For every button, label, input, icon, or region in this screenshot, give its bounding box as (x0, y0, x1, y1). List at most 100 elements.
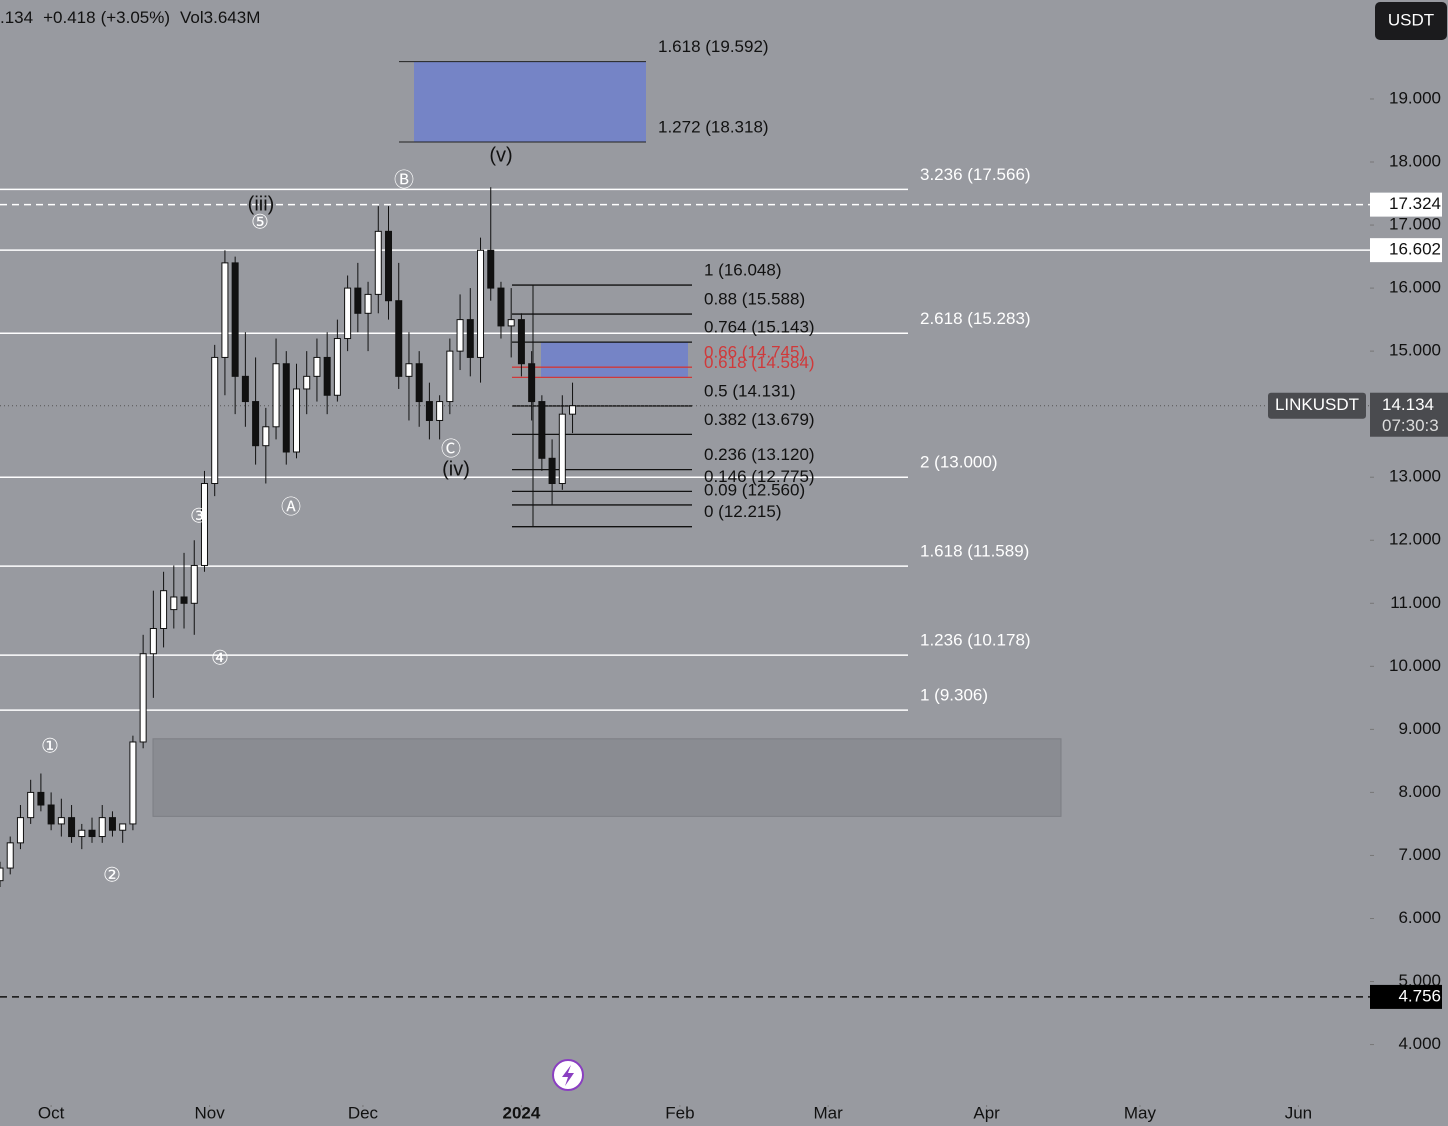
candle-body (569, 405, 577, 415)
candle-body (221, 262, 229, 358)
candle-body (231, 262, 239, 377)
fib-label: 0.5 (14.131) (704, 381, 796, 400)
candle-body (548, 457, 556, 485)
y-tick-label: 12.000 (1389, 530, 1441, 549)
y-tick-label: 10.000 (1389, 656, 1441, 675)
currency-label[interactable]: USDT (1388, 10, 1434, 29)
y-tick-label: 16.000 (1389, 278, 1441, 297)
fib-label: 0.146 (12.775) (704, 467, 815, 486)
candle-body (160, 590, 168, 630)
x-tick-label: Oct (38, 1103, 65, 1122)
extension-label: 2.618 (15.283) (920, 309, 1031, 328)
wave-label: Ⓐ (281, 495, 301, 518)
candle-body (354, 287, 362, 314)
fib-label: 0.09 (12.560) (704, 480, 805, 499)
price-tag-label: 4.756 (1398, 986, 1441, 1005)
fib-label: 0.236 (13.120) (704, 445, 815, 464)
y-tick-label: 9.000 (1398, 719, 1441, 738)
x-tick-label: Jun (1285, 1103, 1312, 1122)
candle-body (119, 823, 127, 831)
candle-body (507, 319, 515, 327)
candle-body (528, 363, 536, 403)
y-tick-label: 18.000 (1389, 151, 1441, 170)
symbol-tag (1268, 392, 1366, 419)
candle-body (252, 401, 260, 447)
x-tick-label: Mar (813, 1103, 843, 1122)
symbol-label: LINKUSDT (1275, 395, 1359, 414)
extension-label: 1 (9.306) (920, 686, 988, 705)
price-tag-label: 16.602 (1389, 240, 1441, 259)
candle-body (98, 817, 106, 838)
candle-body (170, 596, 178, 611)
wave-label: (iv) (442, 458, 470, 480)
candle-body (37, 791, 45, 806)
candle-body (487, 249, 495, 289)
candle-body (241, 375, 249, 403)
candle-body (446, 350, 454, 403)
change-pct: (+3.05%) (101, 8, 170, 27)
candle-body (211, 356, 219, 485)
candle-body (149, 628, 157, 655)
target-top-label: 1.618 (19.592) (658, 37, 769, 56)
header: .134 +0.418 (+3.05%) Vol3.643M (0, 8, 260, 27)
candle-body (272, 363, 280, 428)
wave-label: Ⓒ (441, 437, 461, 460)
y-tick-label: 17.000 (1389, 215, 1441, 234)
last-price-label: 14.134 (1382, 395, 1434, 414)
candle-body (344, 287, 352, 340)
fib-label: 0.382 (13.679) (704, 410, 815, 429)
candle-body (497, 287, 505, 327)
candle-body (456, 319, 464, 352)
fib-label: 0.618 (14.584) (704, 353, 815, 372)
currency-button[interactable] (1375, 2, 1447, 40)
candle-body (0, 867, 4, 882)
candle-body (374, 230, 382, 295)
y-tick-label: 19.000 (1389, 88, 1441, 107)
candle-body (139, 653, 147, 743)
candle-body (323, 356, 331, 396)
candle-body (477, 249, 485, 358)
candle-body (558, 413, 566, 485)
extension-label: 1.236 (10.178) (920, 631, 1031, 650)
candle-body (6, 842, 14, 869)
y-tick-label: 7.000 (1398, 845, 1441, 864)
target-bottom-label: 1.272 (18.318) (658, 117, 769, 136)
y-tick-label: 8.000 (1398, 782, 1441, 801)
candle-body (180, 596, 188, 604)
candle-body (47, 804, 55, 825)
price-tag (1370, 984, 1442, 1009)
candle-body (16, 817, 24, 844)
candle-body (200, 483, 208, 566)
candle-body (108, 817, 116, 831)
candle-body (303, 375, 311, 390)
last-price-tag (1370, 392, 1448, 437)
candle-body (385, 230, 393, 302)
reaction-zone (541, 342, 688, 378)
candle-body (88, 829, 96, 838)
candle-body (415, 363, 423, 403)
x-tick-label: 2024 (503, 1103, 541, 1122)
countdown-label: 07:30:3 (1382, 416, 1439, 435)
candle-body (292, 388, 300, 453)
candle-body (313, 356, 321, 377)
volume: Vol3.643M (180, 8, 260, 27)
extension-label: 2 (13.000) (920, 453, 998, 472)
wave-label: ④ (211, 647, 229, 669)
wave-label: ② (103, 864, 121, 886)
x-tick-label: Apr (973, 1103, 1000, 1122)
wave-label: (iii) (248, 193, 275, 215)
y-tick-label: 6.000 (1398, 908, 1441, 927)
price-tag (1370, 192, 1442, 217)
candle-body (129, 741, 137, 825)
y-tick-label: 4.000 (1398, 1034, 1441, 1053)
x-tick-label: Nov (194, 1103, 225, 1122)
candle-body (364, 293, 372, 314)
y-tick-label: 11.000 (1390, 593, 1441, 612)
candle-body (190, 564, 198, 604)
wave-label: ① (41, 735, 59, 757)
x-tick-label: Feb (665, 1103, 694, 1122)
extension-label: 1.618 (11.589) (920, 542, 1029, 561)
